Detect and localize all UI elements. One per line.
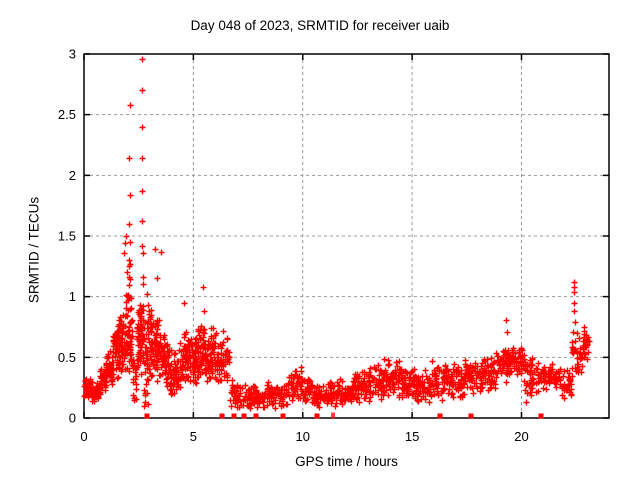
- y-tick-label: 0.5: [58, 350, 76, 365]
- data-points-plus-markers: [81, 56, 593, 412]
- y-tick-label: 2: [69, 168, 76, 183]
- data-points-zero-squares: [144, 412, 544, 419]
- x-tick-label: 20: [514, 429, 528, 444]
- y-tick-label: 2.5: [58, 107, 76, 122]
- y-tick-label: 1.5: [58, 229, 76, 244]
- grid-lines: [84, 54, 609, 418]
- axis-ticks: [83, 53, 609, 419]
- chart-title: Day 048 of 2023, SRMTID for receiver uai…: [190, 18, 450, 33]
- x-tick-label: 0: [80, 429, 87, 444]
- y-tick-label: 3: [69, 47, 76, 62]
- x-tick-label: 15: [405, 429, 419, 444]
- x-tick-label: 10: [296, 429, 310, 444]
- y-axis-label: SRMTID / TECUs: [26, 196, 42, 304]
- y-tick-label: 1: [69, 289, 76, 304]
- y-tick-label: 0: [69, 411, 76, 426]
- x-axis-label: GPS time / hours: [295, 454, 398, 469]
- x-tick-label: 5: [190, 429, 197, 444]
